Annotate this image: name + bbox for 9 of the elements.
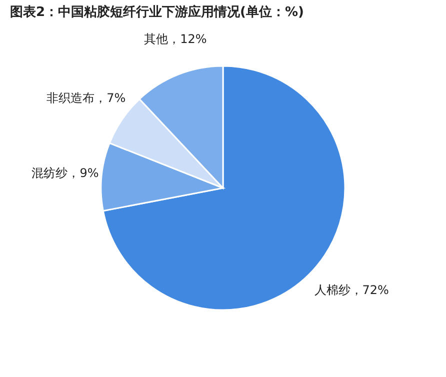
slice-label: 其他 [144,32,168,46]
chart-title: 图表2：中国粘胶短纤行业下游应用情况(单位：%) [10,4,304,20]
slice-label: 混纺纱 [32,166,68,180]
data-label: ，72% [350,282,389,297]
data-label: ，12% [168,32,207,46]
slice-label: 人棉纱 [314,282,350,297]
slice-label: 非织造布 [46,91,95,106]
data-label: ，7% [94,91,126,106]
data-label: ，9% [68,166,99,180]
